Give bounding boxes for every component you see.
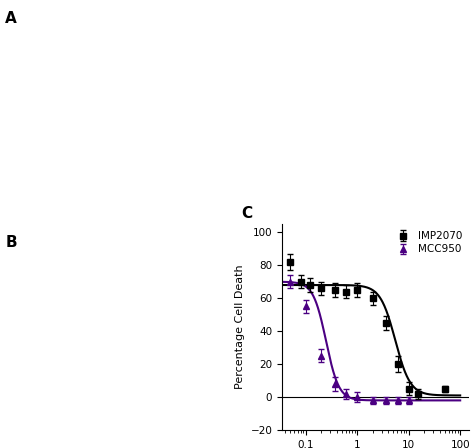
- Text: B: B: [6, 235, 17, 250]
- Legend: IMP2070, MCC950: IMP2070, MCC950: [391, 229, 464, 257]
- Text: C: C: [241, 206, 252, 221]
- Text: A: A: [5, 11, 17, 26]
- Y-axis label: Percentage Cell Death: Percentage Cell Death: [235, 265, 245, 389]
